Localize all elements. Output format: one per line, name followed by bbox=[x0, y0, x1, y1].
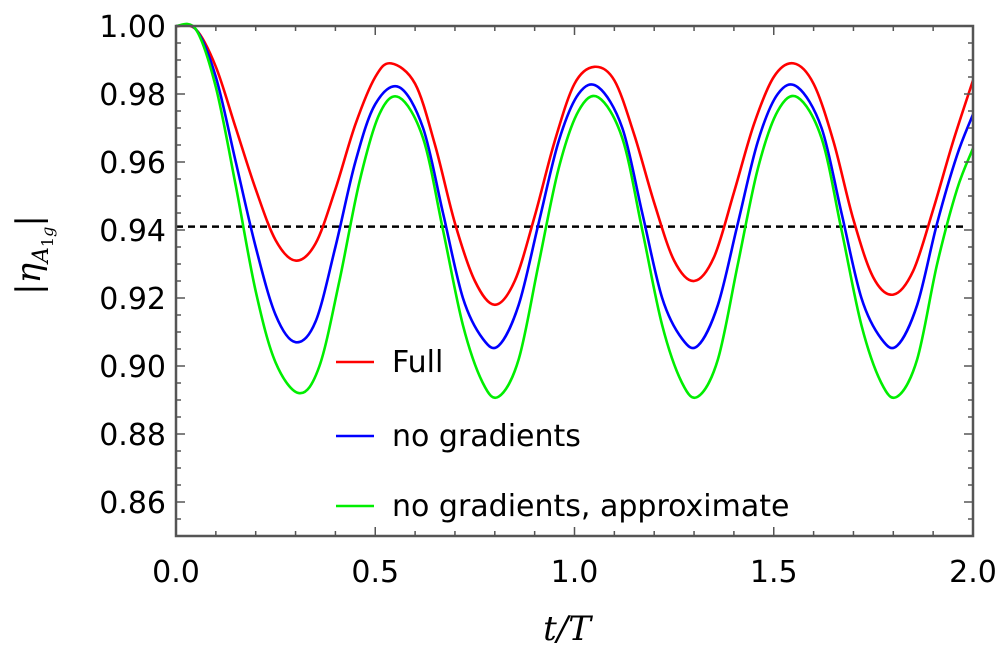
y-tick-label: 0.86 bbox=[99, 486, 166, 521]
svg-text:|ηA1g|: |ηA1g| bbox=[9, 215, 57, 295]
series-group bbox=[175, 22, 975, 400]
legend-label-no-gradients-approximate: no gradients, approximate bbox=[392, 489, 789, 524]
legend-label-full: Full bbox=[392, 345, 443, 380]
y-axis-label: |ηA1g| bbox=[9, 215, 57, 295]
y-tick-label: 0.88 bbox=[99, 418, 166, 453]
y-label-sub-1: 1 bbox=[38, 237, 57, 247]
y-tick-label: 0.96 bbox=[99, 146, 166, 181]
y-label-sub-a: A bbox=[29, 247, 54, 265]
ticks-group bbox=[175, 25, 974, 537]
series-line-2 bbox=[175, 22, 975, 400]
y-tick-labels: 1.00 0.98 0.96 0.94 0.92 0.90 0.88 0.86 bbox=[99, 10, 166, 521]
x-tick-label: 2.0 bbox=[949, 555, 996, 590]
y-tick-label: 0.92 bbox=[99, 282, 166, 317]
series-line-0 bbox=[175, 24, 975, 307]
y-tick-label: 0.90 bbox=[99, 350, 166, 385]
legend: Full no gradients no gradients, approxim… bbox=[336, 345, 789, 524]
y-label-eta: η bbox=[9, 262, 49, 283]
y-label-sub-g: g bbox=[38, 227, 57, 237]
x-tick-label: 0.5 bbox=[351, 555, 399, 590]
y-label-bar-left: | bbox=[9, 283, 49, 294]
x-tick-label: 0.0 bbox=[152, 555, 200, 590]
y-label-bar-right: | bbox=[9, 215, 49, 226]
x-tick-label: 1.5 bbox=[750, 555, 798, 590]
y-tick-label: 1.00 bbox=[99, 10, 166, 45]
x-tick-label: 1.0 bbox=[551, 555, 599, 590]
x-axis-label: t/T bbox=[543, 609, 593, 649]
y-tick-label: 0.94 bbox=[99, 214, 166, 249]
y-tick-label: 0.98 bbox=[99, 78, 166, 113]
series-line-1 bbox=[175, 23, 975, 350]
x-tick-labels: 0.0 0.5 1.0 1.5 2.0 bbox=[152, 555, 996, 590]
legend-label-no-gradients: no gradients bbox=[392, 419, 581, 454]
